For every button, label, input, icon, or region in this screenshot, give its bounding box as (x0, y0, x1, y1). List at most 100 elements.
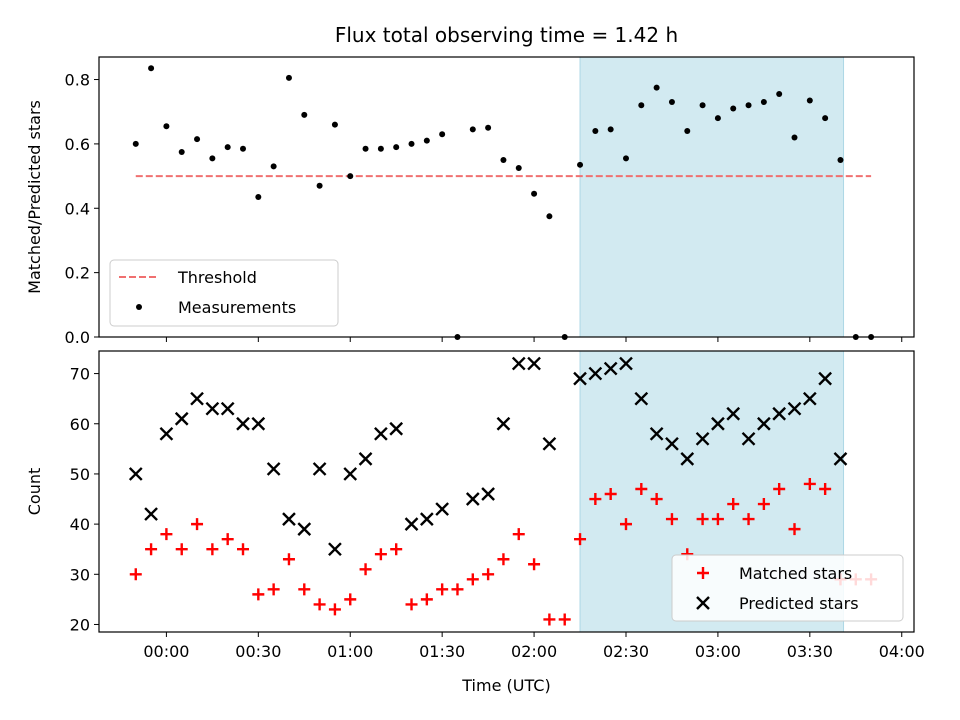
data-point-dot (362, 145, 369, 152)
data-point-x (833, 452, 848, 466)
data-point-x (159, 426, 174, 441)
legend-threshold-label: Threshold (177, 268, 257, 287)
data-point-dot (730, 105, 737, 112)
data-point-x (695, 431, 710, 446)
data-point-dot (546, 213, 553, 220)
data-point-plus (635, 482, 648, 495)
legend: Matched stars Predicted stars (671, 554, 904, 622)
data-point-x (404, 517, 419, 531)
data-point-x (190, 391, 204, 406)
data-point-x (481, 487, 495, 501)
data-point-dot (592, 128, 599, 135)
data-point-dot (577, 161, 584, 168)
y-tick-label: 50 (70, 465, 90, 484)
axes-frame (98, 350, 915, 633)
data-point-x (496, 416, 511, 431)
data-point-dot (377, 145, 384, 152)
y-axis-label: Count (25, 468, 44, 516)
data-point-dot (439, 131, 446, 138)
data-point-x (220, 401, 235, 416)
legend: Threshold Measurements (109, 259, 339, 327)
data-point-plus (145, 543, 158, 556)
data-point-plus (405, 598, 418, 611)
data-point-plus (191, 518, 204, 531)
legend-measurements-swatch (136, 304, 142, 310)
data-point-plus (267, 583, 280, 596)
data-point-dot (224, 144, 231, 151)
data-point-plus (436, 583, 449, 596)
data-point-x (542, 436, 557, 451)
y-tick-label: 20 (70, 615, 90, 634)
data-point-x (802, 391, 817, 406)
data-point-plus (773, 482, 786, 495)
data-point-plus (374, 548, 387, 561)
data-point-dot (408, 140, 415, 147)
data-point-dot (240, 145, 247, 152)
data-point-plus (359, 563, 372, 576)
data-point-x (297, 522, 312, 536)
data-point-plus (742, 513, 755, 526)
x-tick-label: 01:30 (419, 642, 465, 661)
data-point-dot (423, 137, 430, 144)
data-point-plus (604, 488, 617, 501)
data-point-x (205, 401, 220, 416)
data-point-plus (420, 593, 433, 606)
data-point-dot (485, 124, 492, 131)
data-point-plus (788, 523, 801, 536)
data-point-x (711, 416, 725, 431)
data-point-dot (316, 182, 323, 189)
x-tick-label: 01:00 (327, 642, 373, 661)
data-point-plus (543, 613, 556, 626)
data-point-plus (803, 477, 816, 490)
y-tick-label: 0.0 (65, 328, 90, 347)
data-point-x (818, 371, 832, 386)
legend-measurements-label: Measurements (178, 298, 296, 317)
data-point-dot (806, 97, 813, 104)
data-point-plus (175, 543, 188, 556)
x-tick-label: 00:00 (143, 642, 189, 661)
data-point-x (772, 406, 787, 421)
data-point-plus (482, 568, 495, 581)
data-point-x (527, 356, 541, 371)
data-point-dot (270, 163, 277, 170)
data-point-plus (757, 498, 770, 511)
data-point-dot (285, 74, 292, 81)
data-point-dot (255, 194, 262, 200)
x-tick-label: 02:30 (603, 642, 649, 661)
data-point-x (649, 426, 664, 441)
data-point-dot (531, 190, 538, 197)
data-point-plus (528, 558, 541, 571)
data-point-plus (497, 553, 510, 566)
legend-box (109, 259, 339, 327)
data-point-plus (574, 533, 587, 546)
legend-series-label: Predicted stars (739, 594, 859, 613)
data-point-dot (209, 155, 216, 162)
x-tick-label: 02:00 (511, 642, 557, 661)
legend-box (671, 554, 904, 622)
y-tick-label: 40 (70, 515, 90, 534)
data-point-plus (466, 573, 479, 586)
x-tick-label: 00:30 (235, 642, 281, 661)
data-point-dot (684, 128, 691, 135)
data-point-dot (178, 148, 185, 155)
data-point-plus (206, 543, 219, 556)
data-point-dot (638, 102, 645, 109)
observing-window-shade (579, 56, 845, 338)
data-point-dot (500, 156, 507, 163)
data-point-dot (760, 99, 767, 106)
data-point-dot (622, 155, 629, 162)
data-point-plus (696, 513, 709, 526)
data-point-plus (344, 593, 357, 606)
data-point-dot (837, 156, 844, 163)
data-point-x (465, 492, 480, 506)
data-point-plus (589, 493, 602, 506)
data-point-x (282, 512, 296, 526)
data-point-dot (653, 84, 660, 91)
data-point-x (726, 406, 741, 421)
y-tick-label: 0.2 (65, 264, 90, 283)
data-point-dot (163, 123, 170, 130)
data-point-dot (745, 102, 752, 109)
data-point-x (573, 371, 587, 386)
data-point-x (419, 512, 434, 526)
data-point-dot (822, 115, 829, 122)
